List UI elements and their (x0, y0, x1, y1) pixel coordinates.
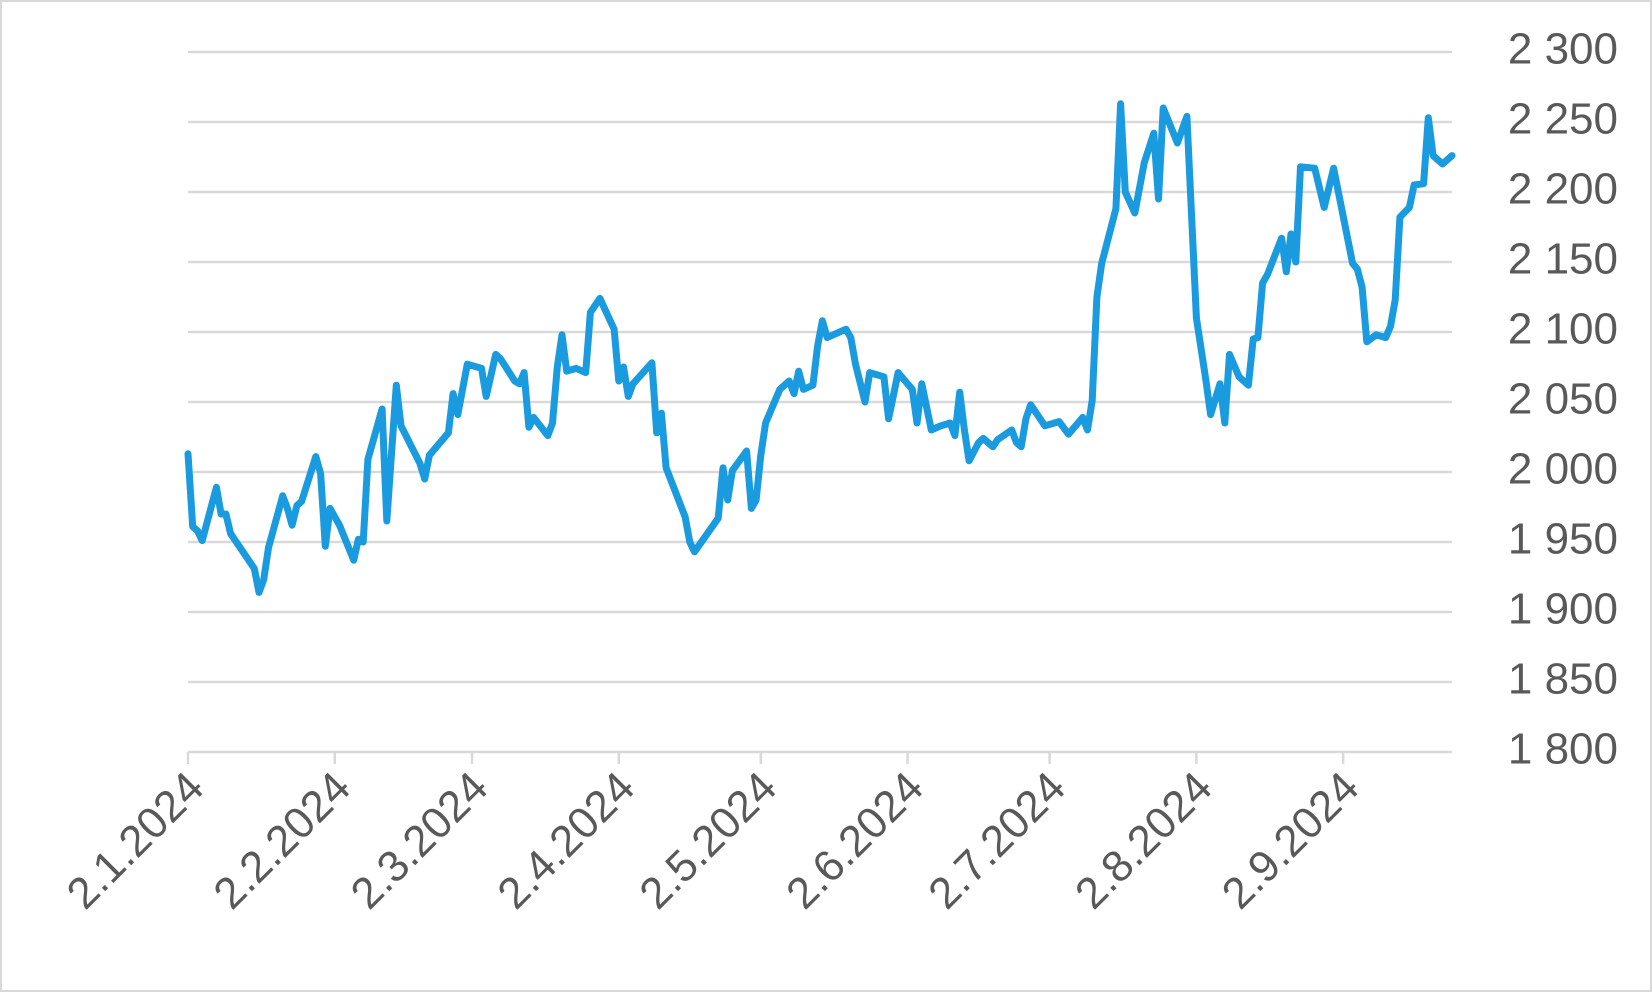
y-tick-label: 2 100 (1508, 305, 1618, 354)
y-tick-label: 1 950 (1508, 515, 1618, 564)
y-tick-label: 2 000 (1508, 445, 1618, 494)
line-series (184, 100, 1456, 596)
y-tick-label: 1 850 (1508, 655, 1618, 704)
y-tick-label: 1 800 (1508, 725, 1618, 774)
y-tick-label: 2 050 (1508, 375, 1618, 424)
y-tick-label: 2 300 (1508, 25, 1618, 74)
y-tick-label: 2 250 (1508, 95, 1618, 144)
y-tick-label: 2 150 (1508, 235, 1618, 284)
y-tick-label: 1 900 (1508, 585, 1618, 634)
y-tick-label: 2 200 (1508, 165, 1618, 214)
